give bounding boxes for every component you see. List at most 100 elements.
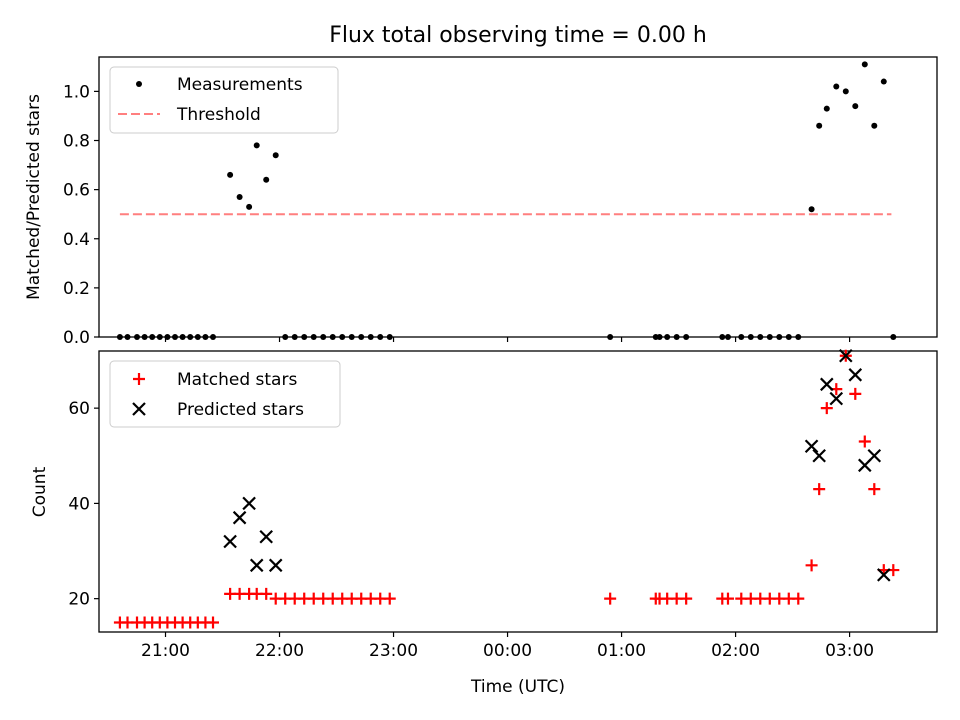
measurements-point — [149, 334, 156, 340]
measurements-point — [852, 103, 859, 110]
x-tick-label: 02:00 — [711, 641, 760, 661]
measurements-point — [282, 334, 289, 340]
predicted-stars-point — [268, 558, 283, 573]
measurements-point — [141, 334, 148, 340]
measurements-point — [766, 334, 773, 340]
measurements-point — [246, 203, 253, 210]
legend-threshold-label: Threshold — [176, 105, 261, 125]
measurements-point — [823, 105, 830, 112]
measurements-point — [310, 334, 317, 340]
y-tick-label: 0.4 — [63, 230, 90, 250]
measurements-point — [291, 334, 298, 340]
measurements-point — [187, 334, 194, 340]
y-tick-label: 60 — [68, 399, 90, 419]
measurements-point — [724, 334, 731, 340]
predicted-stars-point — [877, 568, 891, 582]
x-tick-label: 03:00 — [825, 641, 874, 661]
measurements-point — [236, 194, 243, 200]
measurements-point — [301, 334, 308, 340]
measurements-point — [348, 334, 355, 340]
top-y-axis-label: Matched/Predicted stars — [24, 94, 44, 300]
predicted-stars-point — [223, 534, 237, 549]
bottom-x-axis-label: Time (UTC) — [470, 677, 565, 697]
matched-stars-point — [260, 587, 273, 600]
measurements-point — [124, 334, 131, 340]
predicted-stars-point — [839, 348, 853, 363]
bottom-legend-frame — [109, 360, 341, 428]
measurements-point — [757, 334, 764, 340]
measurements-point — [179, 334, 186, 340]
measurements-point — [253, 142, 260, 149]
measurements-point — [202, 334, 209, 340]
matched-stars-point — [792, 592, 805, 605]
y-tick-label: 0.6 — [63, 181, 90, 201]
measurement-points — [116, 61, 897, 340]
measurements-point — [880, 78, 887, 85]
measurements-point — [861, 61, 868, 68]
measurements-point — [842, 88, 849, 95]
y-tick-label: 1.0 — [63, 82, 90, 102]
measurements-point — [227, 171, 234, 178]
bottom-y-ticks: 20 40 60 — [68, 399, 99, 610]
matched-stars-point — [207, 616, 220, 629]
x-tick-label: 21:00 — [141, 641, 190, 661]
bottom-panel: Count Time (UTC) 20 40 60 21:00 22:00 23:00 0… — [30, 348, 938, 697]
measurements-point — [785, 334, 792, 340]
top-axes-frame — [98, 56, 938, 338]
measurements-point — [673, 334, 680, 340]
predicted-stars-point — [804, 439, 819, 454]
measurements-point — [386, 334, 393, 340]
measurements-point — [134, 334, 141, 340]
measurements-point — [808, 206, 815, 213]
matched-stars-point — [721, 592, 734, 605]
measurements-point — [210, 334, 217, 340]
measurements-point — [656, 334, 663, 340]
legend-measurements-label: Measurements — [177, 75, 303, 95]
bottom-legend: Matched stars Predicted stars — [109, 360, 341, 428]
measurements-point — [795, 334, 802, 340]
x-tick-label: 23:00 — [369, 641, 418, 661]
y-tick-label: 0.0 — [63, 328, 90, 348]
predicted-stars-point — [249, 558, 264, 573]
measurements-point — [164, 334, 171, 340]
bottom-y-axis-label: Count — [30, 466, 50, 517]
predicted-stars-point — [232, 510, 247, 525]
bottom-axes-frame — [98, 350, 938, 633]
bottom-x-ticks: 21:00 22:00 23:00 00:00 01:00 02:00 03:00 — [141, 632, 874, 661]
measurements-point — [320, 334, 327, 340]
matched-stars-point — [805, 559, 818, 572]
predicted-stars-point — [867, 449, 882, 463]
measurements-point — [747, 334, 754, 340]
legend-predicted-label: Predicted stars — [177, 400, 304, 420]
measurements-point — [664, 334, 671, 340]
predicted-stars-point — [812, 449, 826, 463]
y-tick-label: 0.8 — [63, 132, 90, 152]
measurements-point — [683, 334, 690, 340]
measurements-point — [367, 334, 374, 340]
y-tick-label: 20 — [68, 590, 90, 610]
y-tick-label: 40 — [68, 494, 90, 514]
matched-stars-point — [680, 592, 693, 605]
measurements-point — [263, 176, 270, 183]
top-y-ticks: 0.0 0.2 0.4 0.6 0.8 1.0 — [63, 82, 99, 348]
measurements-point — [156, 334, 163, 340]
measurements-point — [329, 334, 336, 340]
top-panel: Matched/Predicted stars 0.0 0.2 0.4 0.6 0.8 1… — [24, 56, 938, 348]
matched-stars-point — [604, 592, 617, 605]
matched-stars-point — [849, 387, 862, 400]
measurements-point — [377, 334, 384, 340]
top-legend: Measurements Threshold — [109, 66, 339, 134]
measurements-point — [607, 334, 614, 340]
matched-stars-point — [813, 483, 826, 496]
x-tick-label: 22:00 — [255, 641, 304, 661]
matched-stars-point — [820, 402, 833, 415]
measurements-point — [194, 334, 201, 340]
predicted-stars-point — [259, 529, 273, 544]
x-tick-label: 00:00 — [483, 641, 532, 661]
x-tick-label: 01:00 — [597, 641, 646, 661]
legend-measurements-marker — [136, 81, 142, 87]
measurements-point — [890, 334, 897, 340]
chart-title: Flux total observing time = 0.00 h — [329, 23, 707, 48]
measurements-point — [833, 83, 840, 90]
legend-matched-marker — [133, 373, 145, 385]
